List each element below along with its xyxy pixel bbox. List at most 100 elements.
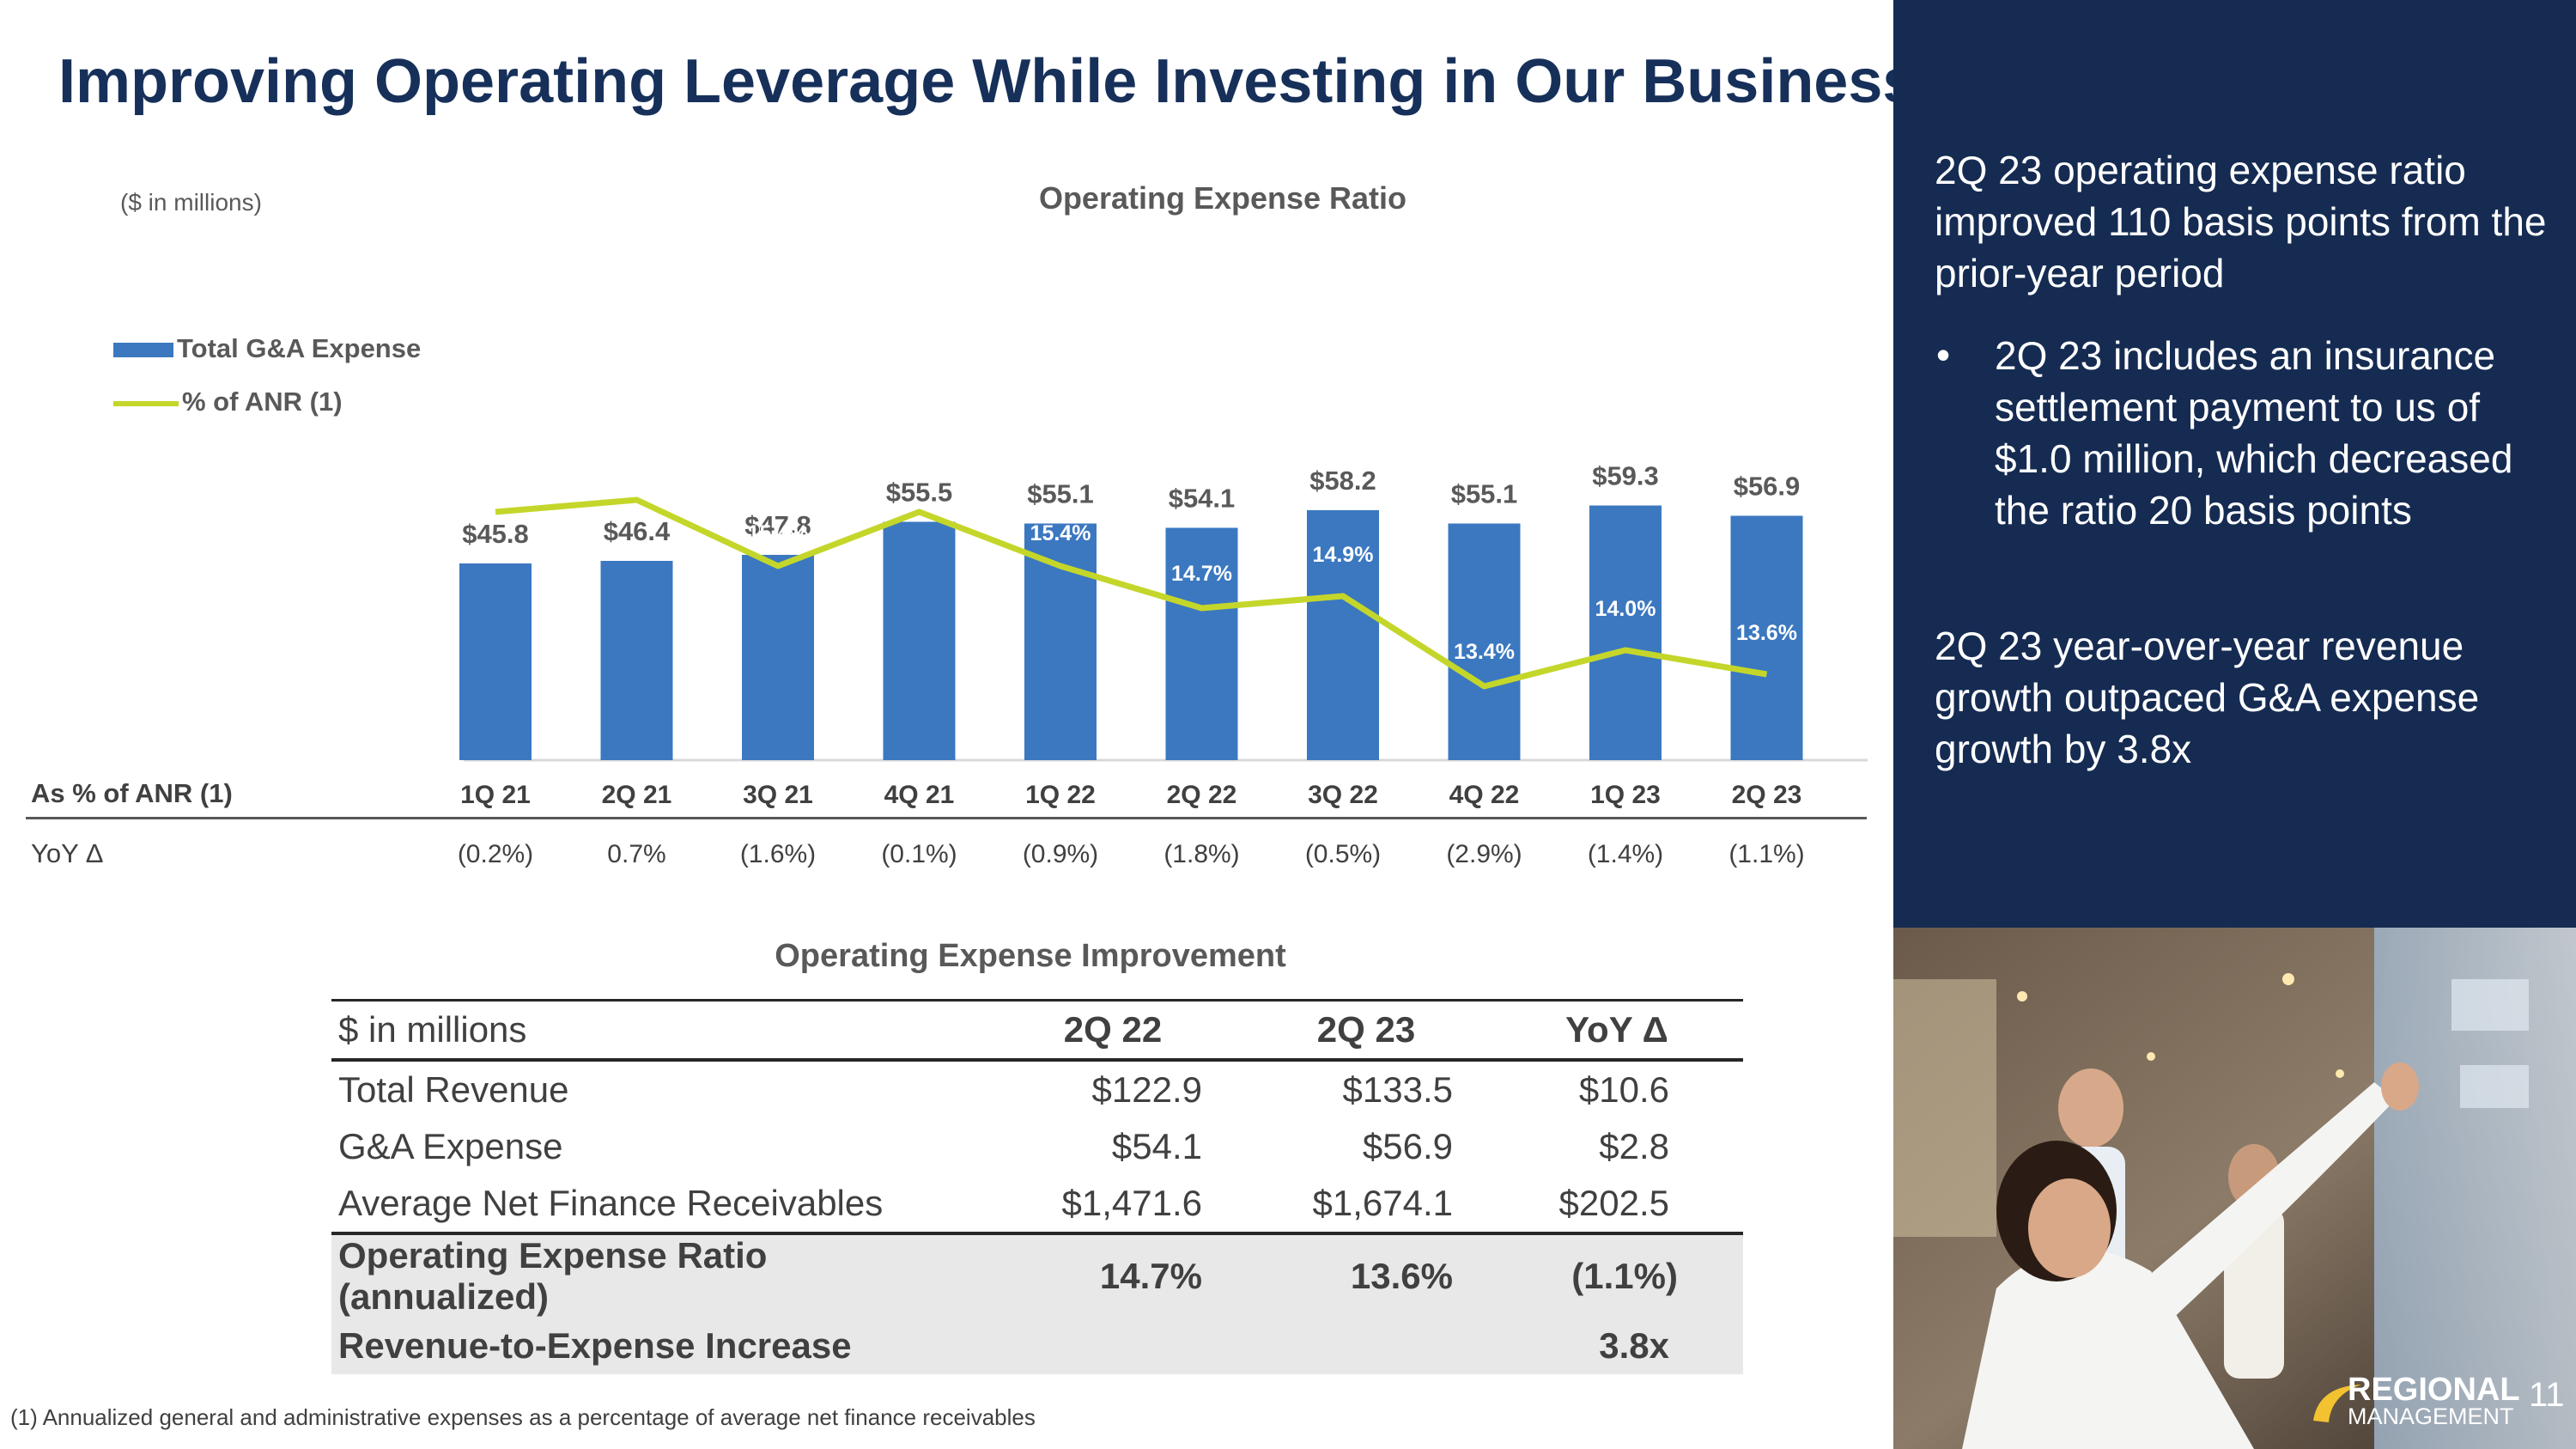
bar xyxy=(1307,510,1379,760)
bar-value-label: $55.1 xyxy=(1451,479,1518,509)
expense-ratio-chart: $45.8 1Q 21 (0.2%) $46.4 2Q 21 0.7% $47.8 3Q 21… xyxy=(458,447,1868,868)
x-tick-label: 1Q 21 xyxy=(460,781,531,809)
anr-point-label: 15.4% xyxy=(1030,521,1091,545)
anr-point-label: 15.4% xyxy=(748,521,809,545)
legend-bar-swatch xyxy=(113,343,173,358)
table-header-row: $ in millions 2Q 22 2Q 23 YoY Δ xyxy=(331,1000,1743,1060)
table-cell: 14.7% xyxy=(984,1233,1242,1318)
ratio-row-divider xyxy=(26,817,1867,819)
anr-point-label: 13.6% xyxy=(1736,621,1797,645)
bar-value-label: $56.9 xyxy=(1734,472,1801,502)
legend-item-bar: Total G&A Expense xyxy=(113,333,421,364)
bullet-dot: • xyxy=(1936,332,1951,377)
highlight-1: 2Q 23 operating expense ratio improved 1… xyxy=(1935,148,2547,295)
page-title: Improving Operating Leverage While Inves… xyxy=(58,47,1917,116)
table-cell: 3.8x xyxy=(1491,1318,1743,1374)
yoy-row-label: YoY Δ xyxy=(31,838,104,868)
regional-management-logo: REGIONAL MANAGEMENT xyxy=(2313,1372,2520,1429)
x-tick-label: 4Q 21 xyxy=(884,781,955,809)
x-tick-label: 2Q 23 xyxy=(1732,781,1802,809)
table-cell xyxy=(1242,1318,1491,1374)
table-header-cell: 2Q 23 xyxy=(1316,1009,1416,1050)
yoy-value: (0.1%) xyxy=(881,840,957,868)
bar-value-label: $54.1 xyxy=(1169,484,1236,514)
table-cell: $202.5 xyxy=(1558,1183,1669,1223)
x-tick-label: 3Q 21 xyxy=(743,781,813,809)
table-header-cell: $ in millions xyxy=(338,1009,527,1050)
yoy-value: (1.4%) xyxy=(1588,840,1663,868)
bar xyxy=(1730,515,1803,760)
table-title: Operating Expense Improvement xyxy=(775,938,1286,974)
bar-value-label: $58.2 xyxy=(1309,466,1376,496)
bar xyxy=(1589,505,1662,760)
table-summary-row: Revenue-to-Expense Increase 3.8x xyxy=(331,1318,1743,1374)
bar-value-label: $55.1 xyxy=(1027,479,1094,509)
anr-point-label: 14.7% xyxy=(1171,562,1232,586)
table-header-cell: YoY Δ xyxy=(1565,1009,1668,1050)
table-cell: 13.6% xyxy=(1242,1233,1491,1318)
table-cell xyxy=(984,1318,1242,1374)
table-cell: Operating Expense Ratio (annualized) xyxy=(331,1233,984,1318)
table-cell: Revenue-to-Expense Increase xyxy=(331,1318,984,1374)
table-cell: $10.6 xyxy=(1578,1069,1669,1110)
logo-swoosh xyxy=(2313,1385,2361,1422)
ratio-row-label: As % of ANR (1) xyxy=(31,778,233,808)
highlight-2: 2Q 23 year-over-year revenue growth outp… xyxy=(1935,624,2480,771)
x-tick-label: 4Q 22 xyxy=(1449,781,1520,809)
x-tick-label: 2Q 21 xyxy=(602,781,672,809)
anr-ratio-line xyxy=(495,496,1768,690)
x-tick-label: 2Q 22 xyxy=(1167,781,1237,809)
logo-text-line2: MANAGEMENT xyxy=(2348,1403,2514,1429)
table-cell: Total Revenue xyxy=(338,1069,569,1110)
bar-value-label: $45.8 xyxy=(462,519,529,549)
footnote: (1) Annualized general and administrativ… xyxy=(10,1404,1036,1430)
bar xyxy=(883,521,956,760)
table-cell: $1,674.1 xyxy=(1312,1183,1454,1223)
anr-point-label: 16.3% xyxy=(465,459,526,483)
table-cell: (1.1%) xyxy=(1491,1233,1743,1318)
table-header-cell: 2Q 22 xyxy=(1063,1009,1163,1050)
table-summary-row: Operating Expense Ratio (annualized) 14.… xyxy=(331,1233,1743,1318)
bar xyxy=(1165,527,1238,760)
team-photo xyxy=(1893,928,2576,1449)
table-cell: $122.9 xyxy=(1091,1069,1202,1110)
yoy-value: (0.9%) xyxy=(1023,840,1098,868)
yoy-value: (0.2%) xyxy=(458,840,533,868)
anr-point-label: 16.3% xyxy=(889,459,950,483)
highlight-bullet: 2Q 23 includes an insurance settlement p… xyxy=(1995,333,2513,533)
table-cell: $1,471.6 xyxy=(1061,1183,1203,1223)
bar xyxy=(459,563,532,760)
anr-point-label: 16.5% xyxy=(606,447,667,471)
x-tick-label: 1Q 23 xyxy=(1590,781,1661,809)
highlights-panel: 2Q 23 operating expense ratio improved 1… xyxy=(1893,0,2576,928)
bar xyxy=(600,561,673,760)
yoy-value: (0.5%) xyxy=(1305,840,1381,868)
yoy-value: (1.6%) xyxy=(740,840,816,868)
bar xyxy=(742,555,814,760)
anr-point-label: 14.0% xyxy=(1595,597,1656,621)
table-cell: $56.9 xyxy=(1362,1126,1453,1166)
bar-value-label: $46.4 xyxy=(604,516,671,546)
bar xyxy=(1448,523,1521,760)
anr-point-label: 13.4% xyxy=(1454,640,1515,664)
page-number: 11 xyxy=(2529,1376,2565,1414)
logo-text-line1: REGIONAL xyxy=(2348,1372,2520,1408)
table-row: G&A Expense $54.1 $56.9 $2.8 xyxy=(331,1118,1743,1175)
yoy-value: (2.9%) xyxy=(1446,840,1522,868)
table-cell: Average Net Finance Receivables xyxy=(338,1183,884,1223)
units-note: ($ in millions) xyxy=(120,189,262,216)
x-tick-label: 1Q 22 xyxy=(1025,781,1096,809)
table-cell: $2.8 xyxy=(1599,1126,1669,1166)
yoy-value: 0.7% xyxy=(607,840,665,868)
table-cell: G&A Expense xyxy=(338,1126,563,1166)
table-row: Total Revenue $122.9 $133.5 $10.6 xyxy=(331,1060,1743,1118)
table-cell: $133.5 xyxy=(1342,1069,1453,1110)
table-row: Average Net Finance Receivables $1,471.6… xyxy=(331,1175,1743,1233)
legend-item-line: % of ANR (1) xyxy=(113,387,343,417)
bar-value-label: $47.8 xyxy=(744,510,811,540)
legend-line-label: % of ANR (1) xyxy=(182,387,343,417)
yoy-value: (1.8%) xyxy=(1163,840,1239,868)
legend-line-swatch xyxy=(113,400,179,406)
bar-value-label: $55.5 xyxy=(886,478,953,508)
table-cell: $54.1 xyxy=(1111,1126,1202,1166)
